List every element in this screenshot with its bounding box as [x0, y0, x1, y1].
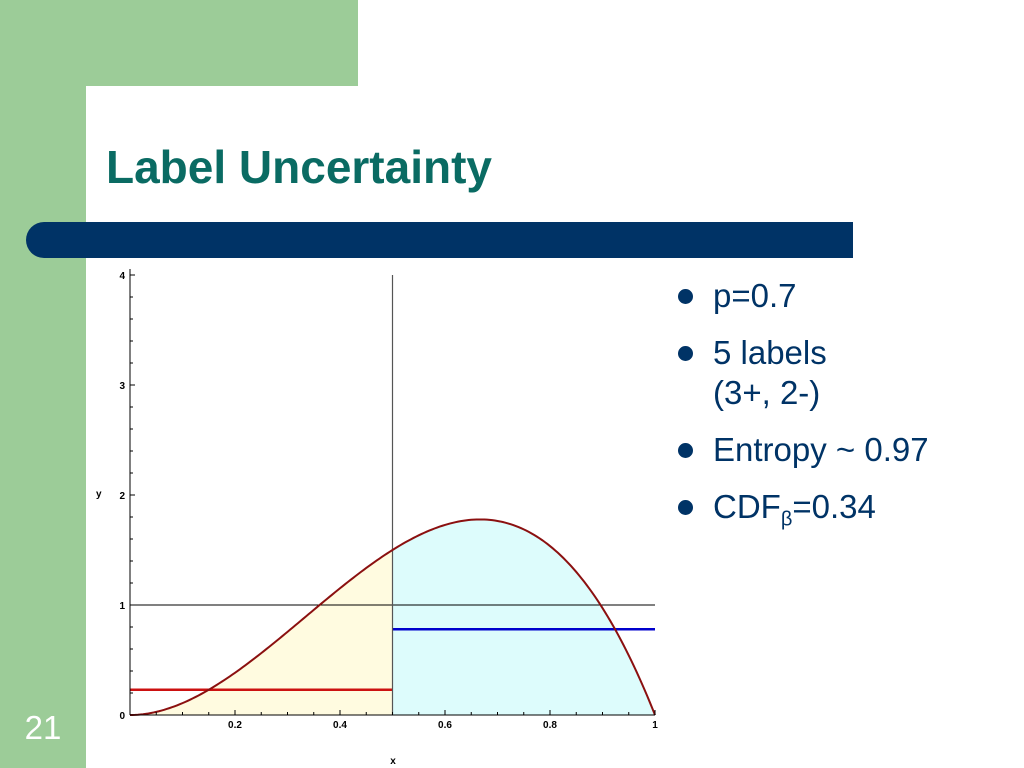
bullet-dot [678, 443, 693, 458]
slide-number: 21 [24, 709, 62, 746]
bullet-dot [678, 289, 693, 304]
y-tick-label: 2 [119, 491, 125, 502]
bullet-item: CDFβ=0.34 [676, 487, 1016, 540]
x-tick-label: 0.6 [438, 720, 452, 731]
x-tick-label: 0.2 [228, 720, 242, 731]
beta-distribution-chart: 0 1 2 3 4 0.2 0.4 0.6 0.8 1 y x [96, 269, 658, 767]
bullet-item: p=0.7 [676, 276, 1016, 316]
bullet-dot [678, 346, 693, 361]
bullet-text: 5 labels [713, 334, 827, 371]
bullet-item: Entropy ~ 0.97 [676, 430, 1016, 470]
slide-title: Label Uncertainty [106, 141, 492, 193]
y-tick-label: 3 [119, 381, 125, 392]
x-tick-label: 0.8 [543, 720, 557, 731]
beta-pdf-curve [129, 518, 656, 716]
shaded-region [130, 550, 393, 715]
x-tick-label: 1 [652, 720, 658, 731]
bullet-text-continuation: (3+, 2-) [713, 374, 821, 411]
title-underline-bar [26, 222, 853, 258]
x-tick-label: 0.4 [333, 720, 347, 731]
bullet-list: p=0.7 5 labels (3+, 2-) Entropy ~ 0.97 C… [676, 276, 1016, 557]
bullet-text: CDF [713, 488, 781, 525]
y-tick-label: 4 [119, 271, 125, 282]
y-tick-label: 0 [119, 711, 125, 722]
bullet-text: Entropy ~ 0.97 [713, 431, 929, 468]
y-axis-label: y [96, 489, 102, 500]
bullet-text-value: =0.34 [792, 488, 876, 525]
shaded-region [392, 519, 655, 715]
bullet-text: p=0.7 [713, 277, 797, 314]
left-green-band [0, 0, 86, 768]
bullet-dot [678, 500, 693, 515]
bullet-item: 5 labels (3+, 2-) [676, 333, 1016, 413]
bullet-subscript: β [780, 508, 793, 531]
top-green-band [0, 0, 358, 86]
x-axis-label: x [390, 756, 396, 767]
y-tick-label: 1 [119, 601, 125, 612]
